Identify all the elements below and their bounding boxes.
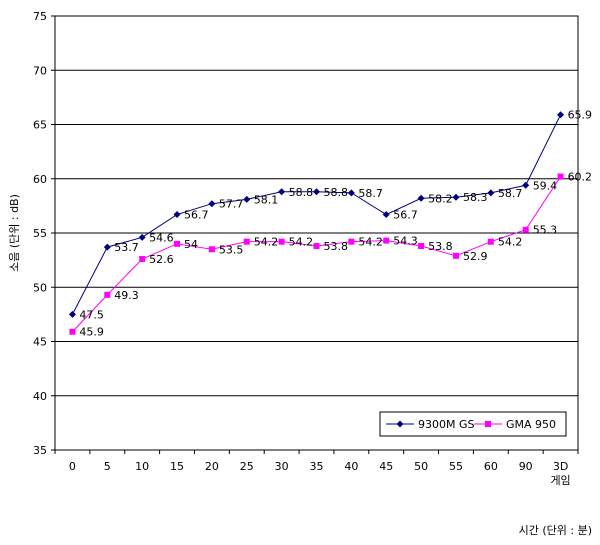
x-tick-label: 55 (449, 460, 463, 473)
legend-marker (396, 420, 404, 428)
data-point (487, 238, 494, 245)
x-tick-label: 3D 게임 (550, 460, 570, 487)
data-point (487, 189, 495, 197)
data-point (382, 211, 390, 219)
x-tick-label: 35 (310, 460, 324, 473)
data-point (452, 252, 459, 259)
data-point (313, 188, 320, 196)
y-tick-label: 65 (33, 119, 47, 132)
data-point (103, 243, 111, 251)
data-label: 54.2 (254, 236, 279, 249)
data-label: 58.7 (498, 187, 523, 200)
data-point (243, 238, 250, 245)
data-point (452, 193, 460, 201)
series-layer (68, 111, 565, 335)
series-line (71, 114, 562, 315)
data-point (313, 243, 320, 250)
y-tick-label: 75 (33, 10, 47, 23)
data-label: 53.8 (324, 240, 349, 253)
data-label: 54.3 (393, 235, 418, 248)
data-label: 58.7 (358, 187, 383, 200)
x-tick-label: 60 (484, 460, 498, 473)
data-point (348, 238, 355, 245)
y-tick-label: 45 (33, 336, 47, 349)
data-point (139, 256, 146, 263)
data-label: 57.7 (219, 198, 244, 211)
data-point (417, 194, 425, 202)
data-label: 54.2 (358, 236, 383, 249)
data-label: 52.9 (463, 250, 488, 263)
legend-marker (485, 421, 491, 427)
data-point (243, 195, 251, 203)
data-point (557, 173, 564, 180)
legend-label: GMA 950 (506, 418, 556, 431)
data-label: 54.2 (289, 236, 314, 249)
data-label: 54.6 (149, 231, 174, 244)
data-labels: 47.5 53.7 54.6 56.7 57.7 58.1 58.8 58.8 58.7 56.7… (79, 109, 592, 339)
data-point (278, 238, 285, 245)
data-point (418, 243, 425, 250)
x-tick-label: 0 (69, 460, 76, 473)
data-point (208, 246, 215, 253)
data-label: 60.2 (568, 171, 593, 184)
data-label: 65.9 (568, 109, 593, 122)
data-label: 55.3 (533, 224, 558, 237)
x-tick-label: 10 (135, 460, 149, 473)
data-point (174, 240, 181, 247)
y-tick-label: 35 (33, 444, 47, 457)
data-label: 58.3 (463, 191, 488, 204)
data-point (522, 226, 529, 233)
y-tick-label: 60 (33, 173, 47, 186)
data-point (383, 237, 390, 244)
data-label: 54.2 (498, 236, 523, 249)
data-point (208, 200, 216, 208)
y-tick-label: 40 (33, 390, 47, 403)
y-tick-label: 50 (33, 281, 47, 294)
data-point (347, 189, 355, 197)
data-label: 45.9 (79, 326, 104, 339)
data-label: 53.8 (428, 240, 453, 253)
data-point (522, 181, 530, 189)
data-label: 52.6 (149, 253, 174, 266)
data-label: 56.7 (393, 209, 418, 222)
data-label: 56.7 (184, 209, 209, 222)
data-point (104, 291, 111, 298)
x-tick-label: 5 (104, 460, 111, 473)
data-point (557, 111, 565, 119)
x-tick-label: 30 (275, 460, 289, 473)
x-tick-label: 25 (240, 460, 254, 473)
data-label: 53.7 (114, 241, 139, 254)
gridlines (55, 69, 578, 397)
y-axis-ticks: 35 40 45 50 55 60 65 70 75 (33, 10, 55, 457)
data-label: 47.5 (79, 308, 104, 321)
data-label: 58.2 (428, 192, 453, 205)
data-label: 49.3 (114, 289, 139, 302)
y-tick-label: 70 (33, 64, 47, 77)
y-tick-label: 55 (33, 227, 47, 240)
legend-label: 9300M GS (418, 418, 475, 431)
data-point (69, 328, 76, 335)
data-label: 58.8 (289, 186, 314, 199)
data-label: 59.4 (533, 179, 558, 192)
legend: 9300M GS GMA 950 (379, 411, 567, 437)
data-point (138, 233, 146, 241)
x-tick-label: 40 (344, 460, 358, 473)
x-tick-label: 45 (379, 460, 393, 473)
data-label: 53.5 (219, 243, 244, 256)
y-axis-title: 소음 (단위 : dB) (8, 194, 21, 272)
x-tick-label: 15 (170, 460, 184, 473)
data-point (173, 211, 181, 219)
x-tick-label: 50 (414, 460, 428, 473)
data-point (278, 188, 286, 196)
data-label: 54 (184, 238, 198, 251)
data-label: 58.8 (324, 186, 349, 199)
data-point (68, 310, 76, 318)
x-axis-title: 시간 (단위 : 분) (519, 524, 592, 537)
x-tick-label: 90 (519, 460, 533, 473)
x-axis-ticks: 0 5 10 15 20 25 30 35 40 45 50 55 60 90 3D 게임 (54, 450, 579, 487)
data-label: 58.1 (254, 193, 279, 206)
x-tick-label: 20 (205, 460, 219, 473)
